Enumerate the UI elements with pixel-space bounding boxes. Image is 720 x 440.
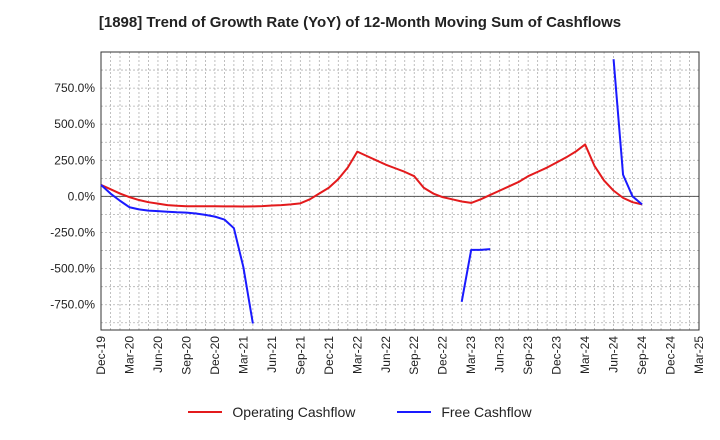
x-tick-label: Dec-20 [208, 336, 222, 375]
legend-label-free-cashflow: Free Cashflow [441, 404, 532, 420]
series-line-free-cashflow [100, 184, 254, 324]
series-line-free-cashflow [460, 248, 491, 303]
x-tick-label: Dec-19 [94, 336, 108, 375]
chart-legend: Operating Cashflow Free Cashflow [0, 404, 720, 420]
x-tick-label: Mar-25 [692, 336, 706, 374]
x-tick-label: Mar-23 [464, 336, 478, 374]
legend-item-free-cashflow[interactable]: Free Cashflow [397, 404, 532, 420]
x-tick-label: Jun-20 [151, 336, 165, 373]
legend-swatch-operating-cashflow [188, 411, 223, 413]
x-tick-label: Mar-22 [350, 336, 364, 374]
x-tick-label: Sep-22 [407, 336, 421, 375]
legend-label-operating-cashflow: Operating Cashflow [232, 404, 356, 420]
x-tick-label: Jun-23 [493, 336, 507, 373]
x-tick-label: Dec-24 [664, 336, 678, 375]
y-tick-label: -500.0% [50, 262, 95, 276]
plot-frame [100, 51, 700, 331]
x-tick-label: Mar-21 [236, 336, 250, 374]
x-tick-label: Dec-23 [550, 336, 564, 375]
y-tick-label: 500.0% [54, 117, 95, 131]
x-tick-label: Dec-22 [436, 336, 450, 375]
x-tick-label: Dec-21 [322, 336, 336, 375]
x-tick-label: Jun-22 [379, 336, 393, 373]
y-tick-label: 0.0% [68, 189, 96, 203]
y-tick-label: 750.0% [54, 81, 95, 95]
y-tick-label: -750.0% [50, 298, 95, 312]
x-tick-label: Sep-20 [179, 336, 193, 375]
y-tick-label: -250.0% [50, 226, 95, 240]
series-line-operating-cashflow [100, 143, 643, 208]
series-line-free-cashflow [612, 59, 643, 206]
legend-swatch-free-cashflow [397, 411, 432, 413]
legend-item-operating-cashflow[interactable]: Operating Cashflow [188, 404, 355, 420]
x-tick-label: Sep-21 [293, 336, 307, 375]
x-tick-label: Mar-24 [578, 336, 592, 374]
x-tick-label: Jun-24 [607, 336, 621, 373]
chart-title: [1898] Trend of Growth Rate (YoY) of 12-… [98, 14, 622, 31]
plot-area [101, 52, 699, 330]
x-tick-label: Jun-21 [265, 336, 279, 373]
x-tick-label: Mar-20 [122, 336, 136, 374]
x-tick-label: Sep-23 [521, 336, 535, 375]
y-tick-label: 250.0% [54, 153, 95, 167]
x-tick-label: Sep-24 [635, 336, 649, 375]
